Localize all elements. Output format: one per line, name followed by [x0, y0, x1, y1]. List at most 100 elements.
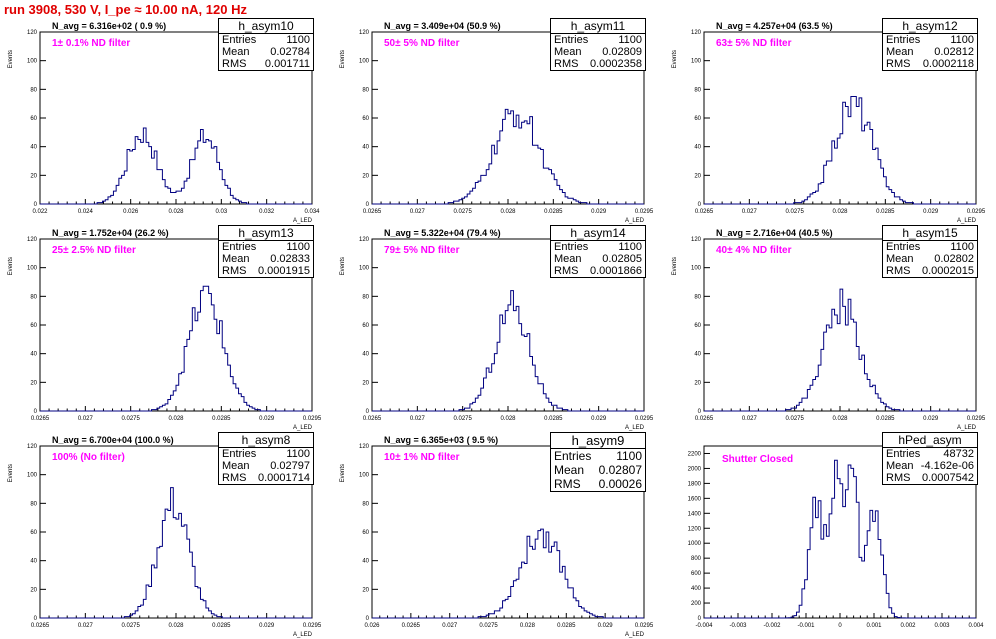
x-tick-label: -0.003 [729, 623, 747, 629]
y-tick-label: 0 [366, 202, 370, 208]
x-tick-label: 0.0285 [544, 416, 563, 422]
histogram-line [40, 487, 312, 619]
n-avg-label: N_avg = 1.752e+04 (26.2 %) [52, 228, 169, 238]
y-tick-label: 20 [362, 587, 369, 593]
stats-label: Mean [222, 46, 250, 58]
stats-value: 1100 [618, 241, 642, 253]
stats-value: -4.162e-06 [920, 460, 974, 472]
histogram-pad-h_asym15: 0.0265 0.027 0.0275 0.028 0.0285 0.029 0.0295 0… [664, 225, 996, 432]
stats-label: Mean [554, 253, 582, 265]
y-tick-label: 40 [694, 352, 701, 358]
stats-row-rms: RMS 0.0001714 [219, 472, 313, 484]
filter-annotation: Shutter Closed [722, 454, 794, 465]
n-avg-label: N_avg = 2.716e+04 (40.5 %) [716, 228, 833, 238]
x-tick-label: 0.0275 [121, 623, 140, 629]
x-tick-label: 0.0295 [967, 416, 986, 422]
histogram-pad-hPed_asym: -0.004 -0.003 -0.002 -0.001 0 0.001 0.002 0.003… [664, 432, 996, 639]
n-avg-label: N_avg = 4.257e+04 (63.5 %) [716, 21, 833, 31]
y-tick-label: 120 [691, 237, 702, 243]
y-tick-label: 60 [30, 530, 37, 536]
n-avg-label: N_avg = 6.316e+02 ( 0.9 %) [52, 21, 167, 31]
x-tick-label: 0.028 [168, 416, 184, 422]
x-tick-label: 0.029 [598, 623, 614, 629]
x-tick-label: 0.0275 [121, 416, 140, 422]
histogram-name: h_asym13 [219, 226, 313, 241]
x-tick-label: -0.004 [695, 623, 713, 629]
y-tick-label: 80 [30, 501, 37, 507]
histogram-name: h_asym8 [219, 433, 313, 448]
y-axis-label: Events [340, 464, 346, 482]
x-tick-label: 0.027 [78, 623, 94, 629]
n-avg-label: N_avg = 6.700e+04 (100.0 %) [52, 435, 174, 445]
histogram-line [372, 528, 644, 619]
x-tick-label: 0.029 [259, 416, 275, 422]
stats-label: RMS [554, 58, 579, 70]
x-tick-label: 0.0265 [31, 416, 50, 422]
stats-label: Mean [222, 460, 250, 472]
y-tick-label: 120 [359, 444, 370, 450]
y-tick-label: 40 [362, 352, 369, 358]
y-tick-label: 100 [27, 266, 38, 272]
n-avg-label: N_avg = 5.322e+04 (79.4 %) [384, 228, 501, 238]
filter-annotation: 10± 1% ND filter [384, 452, 460, 463]
filter-annotation: 1± 0.1% ND filter [52, 38, 131, 49]
y-tick-label: 0 [698, 202, 702, 208]
y-axis-label: Events [672, 50, 678, 68]
stats-row-rms: RMS 0.0002118 [883, 58, 977, 70]
x-tick-label: 0.027 [410, 416, 426, 422]
x-tick-label: 0.001 [866, 623, 882, 629]
stats-label: Entries [222, 34, 257, 46]
stats-value: 0.0002118 [922, 58, 974, 70]
stats-row-mean: Mean 0.02809 [551, 46, 645, 58]
histogram-line [704, 459, 976, 619]
histogram-pad-h_asym14: 0.0265 0.027 0.0275 0.028 0.0285 0.029 0.0295 0… [332, 225, 664, 432]
histogram-plot: 0.0265 0.027 0.0275 0.028 0.0285 0.029 0.0295 0… [340, 237, 654, 431]
y-tick-label: 120 [27, 444, 38, 450]
stats-box: h_asym12 Entries 1100 Mean 0.02812 RMS 0.00021… [882, 18, 978, 71]
stats-box: hPed_asym Entries 48732 Mean -4.162e-06 RMS 0.… [882, 432, 978, 485]
x-tick-label: 0.028 [500, 209, 516, 215]
filter-annotation: 79± 5% ND filter [384, 245, 460, 256]
stats-row-entries: Entries 1100 [551, 449, 645, 463]
stats-row-mean: Mean 0.02802 [883, 253, 977, 265]
y-tick-label: 0 [34, 409, 38, 415]
y-tick-label: 40 [30, 559, 37, 565]
stats-label: Mean [554, 46, 582, 58]
x-tick-label: 0.027 [410, 209, 426, 215]
stats-value: 1100 [950, 241, 974, 253]
stats-label: Mean [886, 46, 914, 58]
histogram-name: h_asym14 [551, 226, 645, 241]
histogram-name: hPed_asym [883, 433, 977, 448]
stats-value: 0.0001866 [590, 265, 642, 277]
stats-value: 0.001711 [264, 58, 310, 70]
histogram-name: h_asym15 [883, 226, 977, 241]
x-tick-label: 0.0285 [876, 209, 895, 215]
y-tick-label: 20 [30, 173, 37, 179]
x-tick-label: 0.03 [215, 209, 227, 215]
stats-label: Entries [886, 34, 921, 46]
stats-row-mean: Mean 0.02807 [551, 463, 645, 477]
y-tick-label: 120 [359, 237, 370, 243]
x-tick-label: 0.0295 [967, 209, 986, 215]
y-tick-label: 100 [27, 473, 38, 479]
x-tick-label: 0.028 [832, 209, 848, 215]
stats-value: 1100 [618, 34, 642, 46]
stats-box: h_asym8 Entries 1100 Mean 0.02797 RMS 0.000171… [218, 432, 314, 485]
histogram-plot: 0.022 0.024 0.026 0.028 0.03 0.032 0.034 0 20 40 6… [8, 30, 320, 224]
y-tick-label: 0 [34, 616, 38, 622]
x-tick-label: 0.028 [500, 416, 516, 422]
x-tick-label: 0.034 [304, 209, 320, 215]
stats-row-entries: Entries 48732 [883, 448, 977, 460]
x-axis-label: A_LED [293, 425, 313, 431]
y-tick-label: 800 [691, 556, 702, 562]
filter-annotation: 50± 5% ND filter [384, 38, 460, 49]
y-tick-label: 40 [362, 559, 369, 565]
histogram-line [372, 108, 644, 205]
stats-value: 0.02805 [602, 253, 642, 265]
stats-label: RMS [886, 58, 911, 70]
stats-label: Mean [886, 253, 914, 265]
histogram-name: h_asym10 [219, 19, 313, 34]
y-axis-label: Events [8, 257, 14, 275]
stats-box: h_asym10 Entries 1100 Mean 0.02784 RMS 0.00171… [218, 18, 314, 71]
stats-value: 1100 [286, 241, 310, 253]
